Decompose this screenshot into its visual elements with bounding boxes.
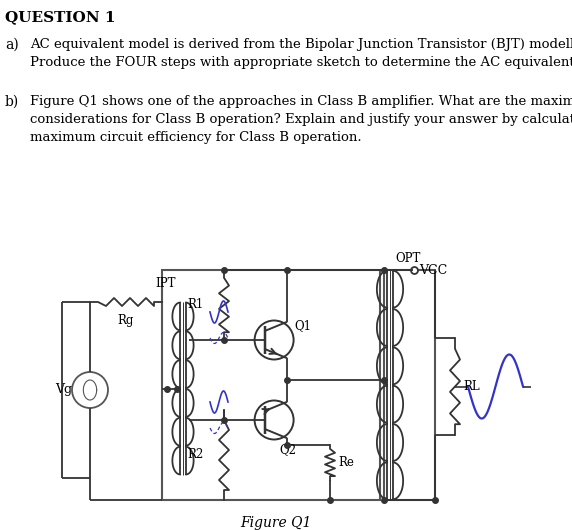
- Bar: [162, 270, 380, 500]
- Text: OPT: OPT: [395, 252, 420, 265]
- Text: b): b): [5, 95, 19, 109]
- Text: R1: R1: [188, 298, 204, 312]
- Text: Produce the FOUR steps with appropriate sketch to determine the AC equivalent mo: Produce the FOUR steps with appropriate …: [30, 56, 572, 69]
- Text: a): a): [5, 38, 19, 52]
- Text: VCC: VCC: [419, 263, 447, 277]
- Text: Re: Re: [338, 456, 354, 469]
- Text: IPT: IPT: [155, 277, 176, 290]
- Text: Figure Q1: Figure Q1: [240, 516, 312, 530]
- Text: QUESTION 1: QUESTION 1: [5, 10, 116, 24]
- Text: Vg: Vg: [55, 384, 72, 396]
- Text: Q2: Q2: [279, 444, 296, 456]
- Text: Q1: Q1: [294, 319, 311, 332]
- Text: Figure Q1 shows one of the approaches in Class B amplifier. What are the maximum: Figure Q1 shows one of the approaches in…: [30, 95, 572, 108]
- Text: considerations for Class B operation? Explain and justify your answer by calcula: considerations for Class B operation? Ex…: [30, 113, 572, 126]
- Text: Rg: Rg: [118, 314, 134, 327]
- Bar: [384, 270, 435, 500]
- Text: AC equivalent model is derived from the Bipolar Junction Transistor (BJT) modell: AC equivalent model is derived from the …: [30, 38, 572, 51]
- Text: RL: RL: [463, 380, 480, 393]
- Text: R2: R2: [188, 448, 204, 462]
- Text: maximum circuit efficiency for Class B operation.: maximum circuit efficiency for Class B o…: [30, 131, 362, 144]
